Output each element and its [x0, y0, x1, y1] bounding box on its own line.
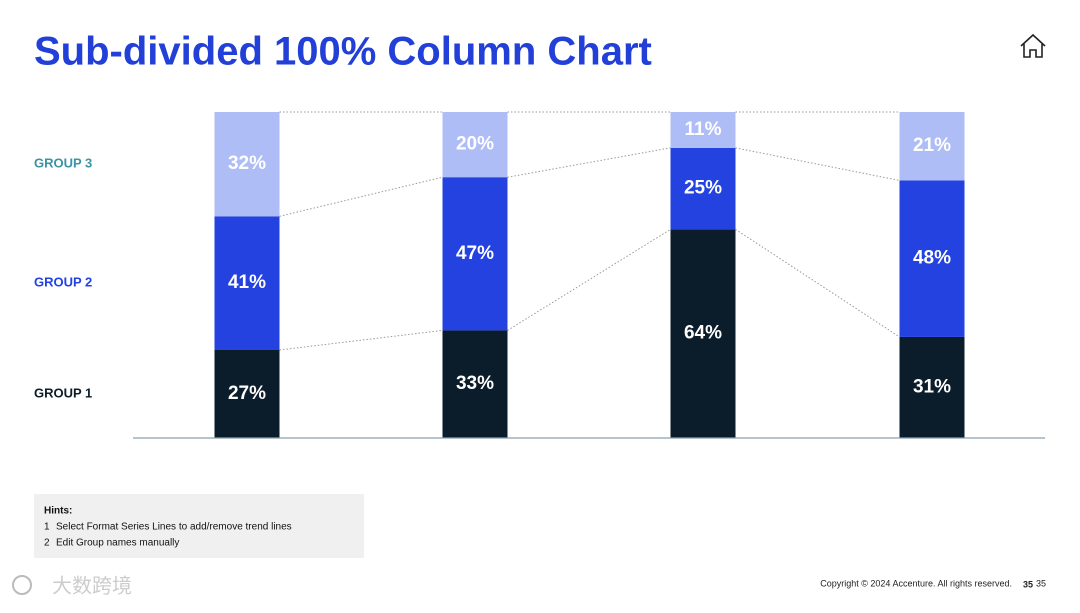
- value-label: 11%: [685, 119, 722, 140]
- legend-label: GROUP 1: [34, 385, 92, 400]
- legend-label: GROUP 3: [34, 156, 92, 171]
- bar-segment: [442, 330, 508, 438]
- bar-segment: [214, 216, 280, 350]
- bar-segment: [670, 112, 736, 148]
- hints-title: Hints:: [44, 506, 72, 517]
- trend-line: [735, 147, 900, 181]
- value-label: 33%: [456, 373, 494, 394]
- home-icon[interactable]: [1020, 33, 1046, 58]
- trend-line: [279, 176, 443, 217]
- hint-text: Edit Group names manually: [56, 538, 179, 549]
- bar-segment: [670, 229, 736, 438]
- value-label: 21%: [913, 135, 951, 156]
- page-number: 35: [1036, 578, 1046, 588]
- value-label: 20%: [456, 134, 494, 155]
- chart-title: Sub-divided 100% Column Chart: [34, 30, 652, 74]
- bar-segment: [214, 112, 280, 217]
- bar-segment: [899, 112, 965, 181]
- value-label: 48%: [913, 248, 951, 269]
- trend-line: [279, 329, 443, 351]
- page-number: 35: [1023, 579, 1033, 589]
- value-label: 64%: [684, 323, 722, 344]
- legend-label: GROUP 2: [34, 275, 92, 290]
- value-label: 32%: [228, 153, 266, 174]
- value-label: 41%: [228, 272, 266, 293]
- value-label: 27%: [228, 383, 266, 404]
- value-label: 31%: [913, 376, 951, 397]
- watermark: 大数跨境: [52, 574, 132, 597]
- bar-segment: [899, 336, 965, 438]
- bar-segment: [214, 349, 280, 438]
- hint-number: 2: [44, 538, 50, 549]
- value-label: 47%: [456, 243, 494, 264]
- bar-segment: [670, 147, 736, 230]
- trend-line: [735, 228, 900, 338]
- bar-segment: [442, 112, 508, 178]
- trend-line: [507, 228, 671, 331]
- hint-text: Select Format Series Lines to add/remove…: [56, 522, 292, 533]
- bar-segment: [899, 180, 965, 337]
- watermark-logo: [12, 575, 32, 595]
- trend-line: [507, 147, 671, 178]
- copyright: Copyright © 2024 Accenture. All rights r…: [820, 578, 1012, 588]
- bar-segment: [442, 177, 508, 331]
- hints-box: [34, 494, 364, 558]
- value-label: 25%: [684, 178, 722, 199]
- hint-number: 1: [44, 522, 50, 533]
